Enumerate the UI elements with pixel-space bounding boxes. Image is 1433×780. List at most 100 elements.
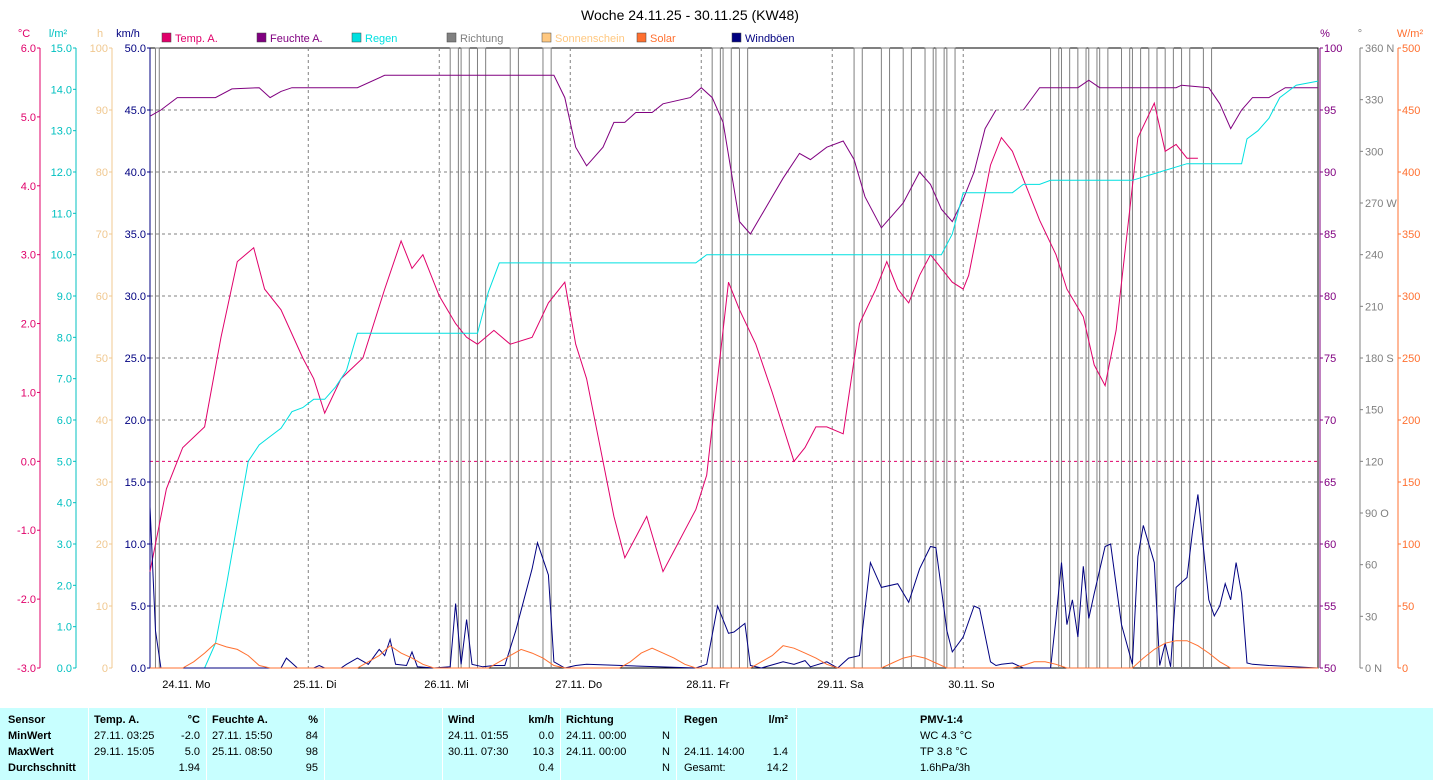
direction-trace xyxy=(1099,47,1109,668)
wind-axis-unit: km/h xyxy=(116,28,140,40)
series-line xyxy=(150,80,1319,669)
sun-tick-label: 10 xyxy=(96,601,108,613)
direction-trace xyxy=(924,47,934,668)
solar-tick-label: 0 xyxy=(1402,663,1408,675)
sun-tick-label: 0 xyxy=(102,663,108,675)
direction-axis-unit: ° xyxy=(1358,28,1362,40)
series-line xyxy=(149,101,1198,573)
direction-trace xyxy=(1121,47,1131,668)
rain-tick-label: 12.0 xyxy=(51,167,72,179)
temp-max-time: 29.11. 15:05 xyxy=(94,746,155,758)
legend-label: Richtung xyxy=(460,33,503,45)
wind-tick-label: 5.0 xyxy=(131,601,146,613)
wind-avg-value: 0.4 xyxy=(538,762,554,774)
rain-unit: l/m² xyxy=(768,714,788,726)
x-axis: 24.11. Mo 25.11. Di 26.11. Mi 27.11. Do 28.1… xyxy=(162,679,994,691)
direction-trace xyxy=(935,47,945,668)
direction-trace xyxy=(460,47,470,668)
legend-label: Sonnenschein xyxy=(555,33,625,45)
left-axes: 6.0 5.0 4.0 3.0 2.0 1.0 0.0 -1.0 -2.0 -3.0 15.0 14.… xyxy=(17,43,151,675)
solar-tick-label: 100 xyxy=(1402,539,1420,551)
rain-tick-label: 4.0 xyxy=(57,498,72,510)
series-line xyxy=(1022,79,1318,130)
wind-tick-label: 20.0 xyxy=(125,415,146,427)
x-day-label: 29.11. Sa xyxy=(817,679,864,691)
humidity-avg-value: 95 xyxy=(305,762,318,774)
temp-tick-label: -1.0 xyxy=(17,525,36,537)
legend-label: Windböen xyxy=(745,33,795,45)
plot-series xyxy=(149,47,1319,669)
temp-tick-label: 3.0 xyxy=(21,250,36,262)
direction-trace xyxy=(1181,47,1191,668)
direction-trace xyxy=(1148,47,1158,668)
direction-trace xyxy=(449,47,459,668)
direction-min-value: N xyxy=(662,730,670,742)
sun-tick-label: 30 xyxy=(96,477,108,489)
temp-min-value: -2.0 xyxy=(181,730,200,742)
temp-avg-value: 1.94 xyxy=(178,762,200,774)
humidity-axis-unit: % xyxy=(1320,28,1330,40)
humidity-tick-label: 65 xyxy=(1324,477,1336,489)
temp-tick-label: 2.0 xyxy=(21,319,36,331)
x-day-label: 24.11. Mo xyxy=(162,679,210,691)
temp-axis-unit: °C xyxy=(18,28,30,40)
legend-swatch xyxy=(541,32,552,43)
direction-tick-label: 270 W xyxy=(1365,198,1397,210)
weather-week-chart: Woche 24.11.25 - 30.11.25 (KW48) °C l/m²… xyxy=(17,7,1423,691)
humidity-min-value: 84 xyxy=(305,730,318,742)
direction-trace xyxy=(1131,47,1142,668)
rain-tick-label: 1.0 xyxy=(57,622,72,634)
humidity-max-time: 25.11. 08:50 xyxy=(212,746,273,758)
rain-tick-label: 14.0 xyxy=(51,84,72,96)
rain-max-time: 24.11. 14:00 xyxy=(684,746,745,758)
humidity-tick-label: 50 xyxy=(1324,663,1336,675)
rain-total-value: 14.2 xyxy=(766,762,788,774)
sun-tick-label: 70 xyxy=(96,229,108,241)
pmv-tp: TP 3.8 °C xyxy=(920,746,968,758)
temp-unit: °C xyxy=(187,714,200,726)
rain-max-value: 1.4 xyxy=(772,746,788,758)
rain-tick-label: 0.0 xyxy=(57,663,72,675)
direction-trace xyxy=(946,47,956,668)
direction-tick-label: 30 xyxy=(1365,611,1377,623)
direction-trace xyxy=(738,47,749,668)
direction-tick-label: 120 xyxy=(1365,456,1383,468)
pmv-wc: WC 4.3 °C xyxy=(920,730,973,742)
humidity-max-value: 98 xyxy=(305,746,318,758)
wind-tick-label: 45.0 xyxy=(125,105,146,117)
sun-tick-label: 50 xyxy=(96,353,108,365)
humidity-tick-label: 60 xyxy=(1324,539,1336,551)
temp-tick-label: 6.0 xyxy=(21,43,36,55)
chart-grid xyxy=(149,47,1319,669)
rain-tick-label: 8.0 xyxy=(57,332,72,344)
legend-swatch xyxy=(161,32,172,43)
temp-tick-label: 1.0 xyxy=(21,387,36,399)
sun-tick-label: 90 xyxy=(96,105,108,117)
x-day-label: 25.11. Di xyxy=(293,679,336,691)
direction-max-time: 24.11. 00:00 xyxy=(566,746,627,758)
rain-tick-label: 6.0 xyxy=(57,415,72,427)
summary-table: Sensor MinWert MaxWert Durchschnitt Temp… xyxy=(0,708,1433,780)
temp-min-time: 27.11. 03:25 xyxy=(94,730,155,742)
temp-tick-label: -3.0 xyxy=(17,663,36,675)
direction-tick-label: 60 xyxy=(1365,560,1377,572)
humidity-min-time: 27.11. 15:50 xyxy=(212,730,273,742)
legend-label: Temp. A. xyxy=(175,33,218,45)
series-line xyxy=(149,494,1319,669)
direction-tick-label: 210 xyxy=(1365,301,1383,313)
direction-min-time: 24.11. 00:00 xyxy=(566,730,627,742)
pmv-pressure: 1.6hPa/3h xyxy=(920,762,971,774)
humidity-tick-label: 55 xyxy=(1324,601,1336,613)
rain-tick-label: 13.0 xyxy=(51,126,72,138)
rain-tick-label: 11.0 xyxy=(51,208,72,220)
humidity-tick-label: 100 xyxy=(1324,43,1342,55)
wind-unit: km/h xyxy=(528,714,554,726)
x-day-label: 26.11. Mi xyxy=(424,679,468,691)
wind-min-value: 0.0 xyxy=(538,730,554,742)
direction-trace xyxy=(154,47,160,668)
wind-max-time: 30.11. 07:30 xyxy=(448,746,509,758)
rain-tick-label: 5.0 xyxy=(57,456,72,468)
direction-trace xyxy=(722,47,732,668)
solar-tick-label: 450 xyxy=(1402,105,1420,117)
